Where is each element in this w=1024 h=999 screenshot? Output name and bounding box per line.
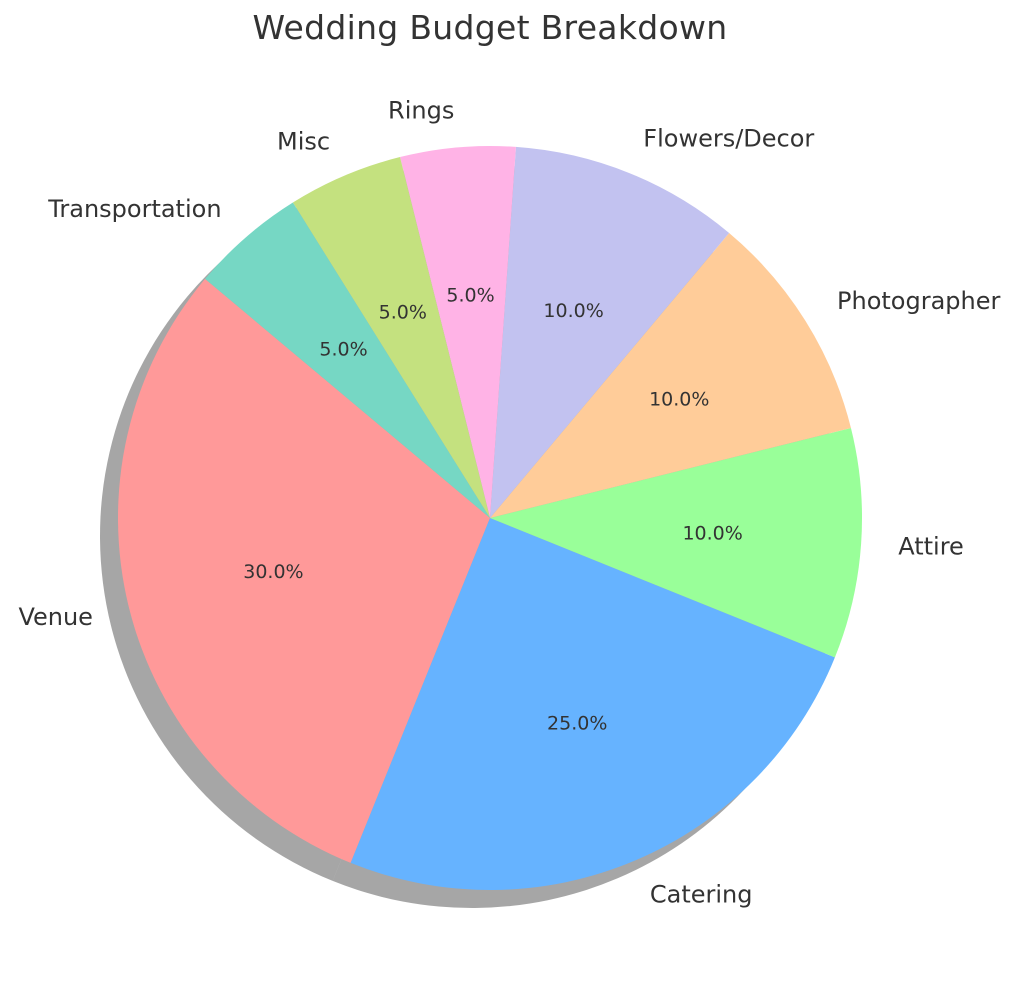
pct-label-flowers-decor: 10.0% bbox=[543, 300, 603, 322]
pct-label-transportation: 5.0% bbox=[319, 339, 367, 361]
slice-flowers-decor bbox=[490, 146, 730, 518]
pie-slices bbox=[117, 145, 862, 890]
slice-label-misc: Misc bbox=[277, 127, 330, 155]
pct-label-rings: 5.0% bbox=[446, 285, 494, 307]
slice-misc bbox=[292, 157, 490, 518]
pct-label-catering: 25.0% bbox=[547, 712, 607, 734]
pct-label-misc: 5.0% bbox=[379, 302, 427, 324]
slice-rings bbox=[400, 145, 516, 518]
pct-label-photographer: 10.0% bbox=[649, 389, 709, 411]
slice-label-flowers-decor: Flowers/Decor bbox=[643, 125, 814, 153]
pie-labels: 30.0% Venue 25.0% Catering 10.0% Attire 10.0% P… bbox=[18, 96, 1000, 908]
pct-label-attire: 10.0% bbox=[682, 523, 742, 545]
chart-title: Wedding Budget Breakdown bbox=[252, 8, 728, 47]
slice-attire bbox=[490, 428, 862, 658]
slice-transportation bbox=[205, 202, 490, 518]
slice-label-venue: Venue bbox=[18, 603, 93, 631]
slice-label-catering: Catering bbox=[650, 881, 753, 909]
pct-label-venue: 30.0% bbox=[243, 561, 303, 583]
slice-label-rings: Rings bbox=[388, 96, 454, 124]
slice-venue bbox=[117, 278, 490, 863]
slice-catering bbox=[350, 518, 835, 890]
slice-label-transportation: Transportation bbox=[47, 195, 221, 223]
slice-label-attire: Attire bbox=[898, 533, 964, 561]
slice-photographer bbox=[490, 233, 851, 518]
slice-label-photographer: Photographer bbox=[837, 287, 1000, 315]
